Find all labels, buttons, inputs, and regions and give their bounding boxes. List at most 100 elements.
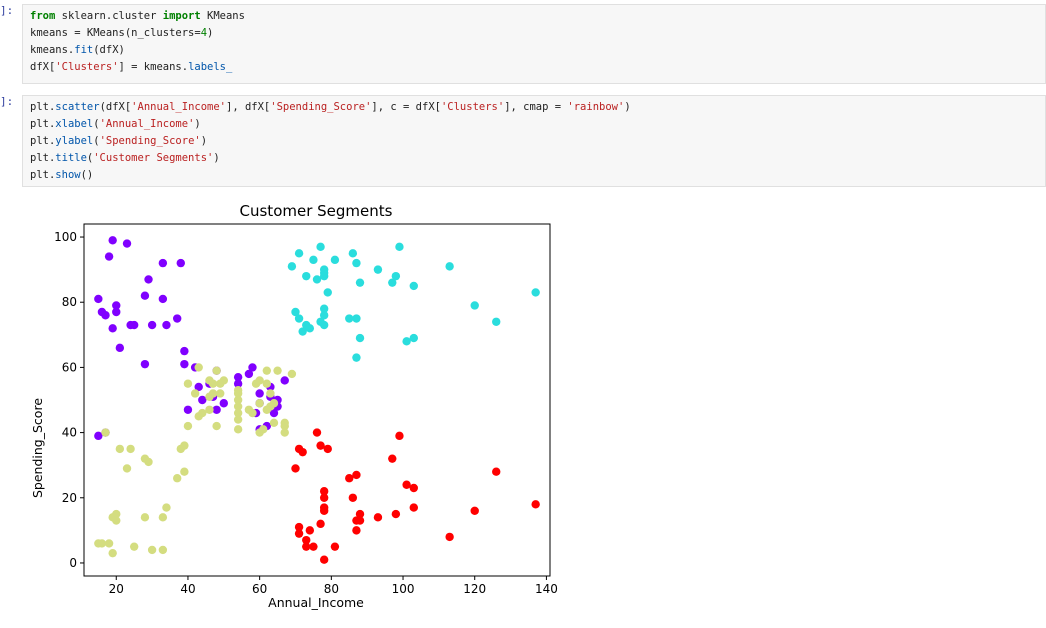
- scatter-point: [391, 509, 401, 519]
- scatter-point: [198, 408, 207, 418]
- code-token: 'Clusters': [55, 61, 119, 73]
- code-editor[interactable]: from sklearn.cluster import KMeans kmeans…: [22, 4, 1046, 84]
- scatter-point: [319, 304, 329, 313]
- code-token: ], c = dfX[: [371, 101, 441, 113]
- scatter-point: [162, 503, 171, 512]
- scatter-point: [101, 428, 110, 437]
- scatter-point: [162, 320, 171, 330]
- scatter-point: [355, 516, 365, 525]
- scatter-point: [388, 454, 397, 463]
- scatter-point: [470, 506, 479, 516]
- code-token: (: [93, 118, 100, 130]
- plot-frame: [83, 223, 551, 577]
- code-line: plt.title('Customer Segments'): [30, 150, 1045, 167]
- scatter-point: [158, 545, 168, 555]
- scatter-point: [280, 418, 289, 428]
- scatter-point: [355, 278, 365, 287]
- code-line: plt.scatter(dfX['Annual_Income'], dfX['S…: [30, 99, 1045, 116]
- code-token: plt.: [30, 169, 56, 181]
- scatter-point: [176, 258, 185, 268]
- code-token: ): [200, 135, 208, 147]
- scatter-point: [129, 320, 139, 330]
- scatter-point: [316, 242, 325, 252]
- code-token: 'Customer Segments': [93, 152, 214, 164]
- code-token: plt.: [30, 101, 56, 113]
- scatter-point: [294, 522, 304, 532]
- scatter-point: [269, 408, 279, 418]
- scatter-point: [180, 359, 189, 369]
- scatter-point: [233, 395, 243, 405]
- cell-prompt: ]:: [0, 4, 20, 17]
- scatter-chart: Customer Segments Annual_Income Spending…: [30, 202, 558, 610]
- scatter-point: [348, 249, 358, 258]
- code-token: 4: [200, 27, 208, 39]
- scatter-point: [348, 493, 358, 502]
- scatter-point: [391, 271, 401, 281]
- code-token: from: [30, 10, 56, 22]
- x-axis-label: Annual_Income: [268, 595, 364, 610]
- scatter-point: [409, 281, 418, 291]
- code-token: 'Annual_Income': [131, 101, 226, 113]
- scatter-point: [212, 405, 221, 414]
- scatter-point: [323, 444, 332, 454]
- code-cell-scatter[interactable]: ]: plt.scatter(dfX['Annual_Income'], dfX…: [0, 95, 1046, 187]
- cell-output: Customer Segments Annual_Income Spending…: [20, 192, 580, 622]
- scatter-point: [330, 542, 340, 551]
- scatter-point: [112, 509, 121, 519]
- scatter-point: [294, 314, 304, 323]
- scatter-point: [280, 428, 289, 437]
- scatter-point: [395, 431, 404, 441]
- scatter-point: [212, 421, 221, 431]
- scatter-point: [140, 291, 150, 300]
- scatter-point: [112, 516, 121, 525]
- scatter-point: [312, 275, 322, 284]
- scatter-point: [183, 421, 193, 431]
- x-tick-label: 100: [392, 582, 415, 596]
- scatter-point: [94, 431, 103, 441]
- cell-prompt: ]:: [0, 95, 20, 108]
- scatter-point: [104, 252, 114, 261]
- scatter-point: [115, 343, 125, 353]
- scatter-point: [255, 399, 264, 408]
- scatter-point: [219, 376, 228, 385]
- scatter-point: [309, 542, 318, 551]
- scatter-point: [355, 333, 365, 343]
- code-token: kmeans.: [30, 44, 75, 56]
- code-editor[interactable]: plt.scatter(dfX['Annual_Income'], dfX['S…: [22, 95, 1046, 187]
- scatter-point: [373, 265, 383, 274]
- scatter-point: [294, 529, 304, 538]
- scatter-point: [216, 389, 225, 398]
- scatter-point: [208, 379, 218, 388]
- scatter-point: [280, 376, 289, 385]
- scatter-point: [180, 441, 189, 450]
- scatter-point: [531, 288, 540, 297]
- scatter-point: [273, 366, 282, 375]
- code-token: labels_: [188, 61, 233, 73]
- code-token: xlabel: [55, 118, 94, 130]
- scatter-point: [233, 408, 243, 418]
- y-axis-label: Spending_Score: [30, 398, 45, 498]
- scatter-point: [112, 307, 121, 317]
- scatter-point: [352, 314, 361, 323]
- scatter-point: [352, 526, 361, 535]
- scatter-point: [309, 255, 318, 265]
- scatter-point: [298, 447, 307, 457]
- scatter-point: [402, 337, 411, 346]
- scatter-point: [158, 513, 168, 522]
- y-tick-label: 60: [62, 360, 77, 374]
- scatter-point: [445, 262, 454, 271]
- scatter-point: [319, 268, 329, 278]
- scatter-point: [409, 483, 418, 493]
- x-tick-label: 140: [535, 582, 558, 596]
- scatter-point: [205, 405, 214, 414]
- scatter-point: [248, 408, 257, 418]
- code-cell-kmeans[interactable]: ]: from sklearn.cluster import KMeans kme…: [0, 4, 1046, 84]
- scatter-point: [94, 294, 103, 304]
- code-token: KMeans: [200, 10, 245, 22]
- scatter-point: [126, 444, 135, 454]
- scatter-point: [144, 275, 153, 284]
- scatter-point: [302, 535, 311, 545]
- scatter-point: [492, 317, 501, 326]
- code-line: plt.xlabel('Annual_Income'): [30, 116, 1045, 133]
- scatter-point: [108, 548, 117, 558]
